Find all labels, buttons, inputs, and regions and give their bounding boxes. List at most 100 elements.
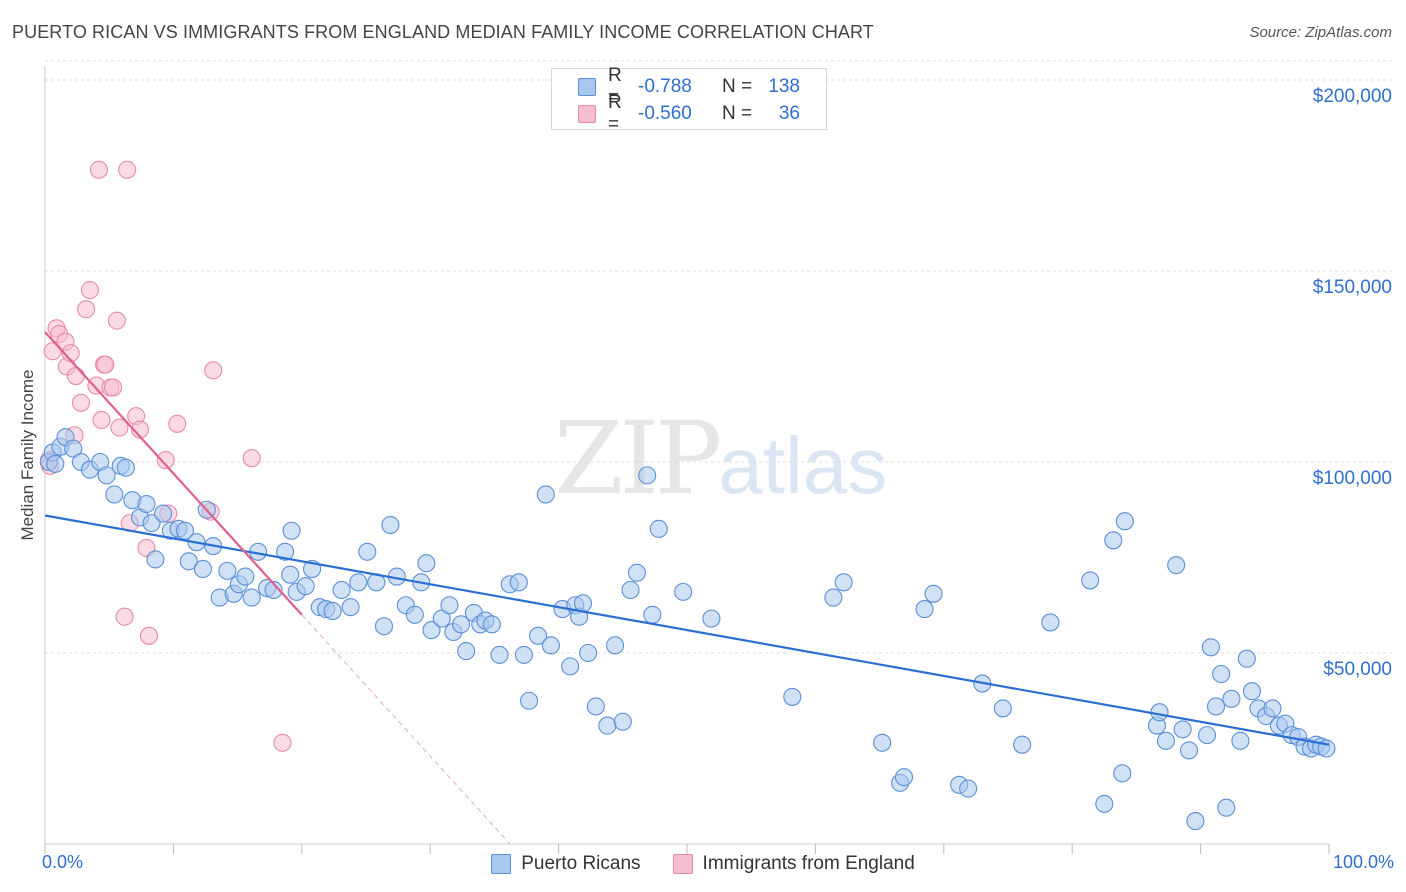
immigrants-england-point-28 [139,626,159,645]
legend-row-puerto-ricans: R = -0.788 N = 138 [578,65,800,108]
x-tick-label-min: 0.0% [42,852,84,872]
puerto-ricans-point-123 [1222,689,1241,708]
puerto-ricans-point-62 [457,642,476,661]
immigrants-england-point-29 [156,451,175,470]
puerto-ricans-point-10 [105,485,124,504]
puerto-ricans-point-18 [154,504,173,523]
puerto-ricans-point-36 [276,542,295,561]
puerto-ricans-point-72 [529,626,548,645]
puerto-ricans-point-115 [1173,720,1192,739]
source-credit: Source: ZipAtlas.com [1249,24,1392,41]
immigrants-england-point-21 [110,418,129,437]
puerto-ricans-point-58 [432,609,451,628]
puerto-ricans-point-126 [1242,682,1262,701]
immigrants-england-point-12 [80,281,99,300]
puerto-ricans-point-87 [638,466,657,485]
legend-n-label: N = [722,76,753,97]
puerto-ricans-point-70 [514,645,533,664]
puerto-ricans-point-71 [520,691,539,710]
puerto-ricans-point-15 [137,494,156,514]
puerto-ricans-point-114 [1167,556,1186,575]
puerto-ricans-point-5 [64,439,83,458]
puerto-ricans-point-103 [993,699,1012,718]
puerto-ricans-point-74 [541,636,560,655]
puerto-ricans-point-119 [1201,638,1220,657]
puerto-ricans-point-110 [1115,512,1134,531]
puerto-ricans-point-73 [536,485,555,504]
puerto-ricans-point-109 [1113,764,1132,783]
puerto-ricans-point-54 [405,605,424,624]
legend-swatch-blue [578,78,596,96]
puerto-ricans-point-108 [1104,531,1123,550]
puerto-ricans-point-35 [264,580,283,600]
puerto-ricans-point-17 [146,550,165,569]
puerto-ricans-point-99 [924,584,943,603]
puerto-ricans-point-67 [490,645,509,664]
watermark-zip: ZIP [554,400,722,517]
puerto-ricans-point-79 [573,594,593,613]
puerto-ricans-point-44 [323,601,342,621]
puerto-ricans-point-101 [959,779,978,798]
puerto-ricans-point-112 [1150,703,1169,722]
puerto-ricans-point-47 [349,573,368,592]
puerto-ricans-point-2 [46,454,65,473]
y-tick-label-200000: $200,000 [1312,86,1392,107]
puerto-ricans-point-125 [1237,649,1256,668]
puerto-ricans-point-80 [579,643,598,663]
puerto-ricans-point-12 [116,458,135,477]
puerto-ricans-point-69 [509,573,528,592]
puerto-ricans-point-107 [1095,794,1114,813]
legend-row-immigrants-england: R = -0.560 N = 36 [578,92,800,135]
puerto-ricans-point-105 [1041,613,1060,632]
puerto-ricans-point-32 [242,588,261,607]
legend-r-value: -0.788 [638,76,692,97]
puerto-ricans-point-104 [1013,735,1032,754]
y-axis-label: Median Family Income [18,369,37,541]
immigrants-england-point-10 [71,393,91,412]
legend-swatch-pink [672,854,693,874]
legend-item-immigrants-england[interactable]: Immigrants from England [672,852,915,876]
puerto-ricans-point-106 [1081,571,1100,590]
puerto-ricans-point-22 [179,552,198,571]
immigrants-england-point-31 [168,414,187,433]
puerto-ricans-point-122 [1217,798,1236,817]
legend-n-label: N = [722,103,753,124]
watermark-atlas: atlas [718,421,888,510]
immigrants-england-point-17 [96,355,115,374]
legend-n-value: 36 [778,103,800,124]
immigrants-england-point-33 [204,361,223,380]
puerto-ricans-point-24 [193,559,212,579]
trendline-immigrants-england [44,331,303,616]
puerto-ricans-point-59 [440,596,459,615]
puerto-ricans-point-45 [332,580,351,600]
puerto-ricans-point-124 [1231,731,1250,750]
puerto-ricans-point-66 [482,615,501,634]
puerto-ricans-point-84 [613,712,632,731]
puerto-ricans-point-51 [381,515,400,535]
puerto-ricans-point-94 [834,573,853,592]
puerto-ricans-point-9 [97,466,116,485]
legend-swatch-pink [578,105,596,123]
y-tick-label-50000: $50,000 [1323,659,1392,680]
puerto-ricans-point-90 [674,582,693,601]
x-tick-label-max: 100.0% [1332,852,1394,872]
legend-label: Immigrants from England [702,853,915,874]
puerto-ricans-point-40 [296,577,315,596]
puerto-ricans-point-117 [1186,812,1205,831]
puerto-ricans-point-38 [282,521,301,540]
legend-r-label: R = [608,65,622,108]
immigrants-england-point-23 [118,160,137,179]
puerto-ricans-point-95 [873,733,892,752]
legend-item-puerto-ricans[interactable]: Puerto Ricans [491,852,641,876]
series-legend: Puerto Ricans Immigrants from England [0,852,1406,876]
puerto-ricans-point-28 [218,561,237,580]
puerto-ricans-point-85 [621,580,640,600]
immigrants-england-point-11 [77,300,96,319]
immigrants-england-point-35 [273,733,292,752]
legend-n-value: 138 [768,76,800,97]
immigrants-england-point-19 [104,378,123,397]
puerto-ricans-point-48 [358,542,377,561]
puerto-ricans-point-121 [1212,664,1231,684]
immigrants-england-point-14 [89,160,108,179]
